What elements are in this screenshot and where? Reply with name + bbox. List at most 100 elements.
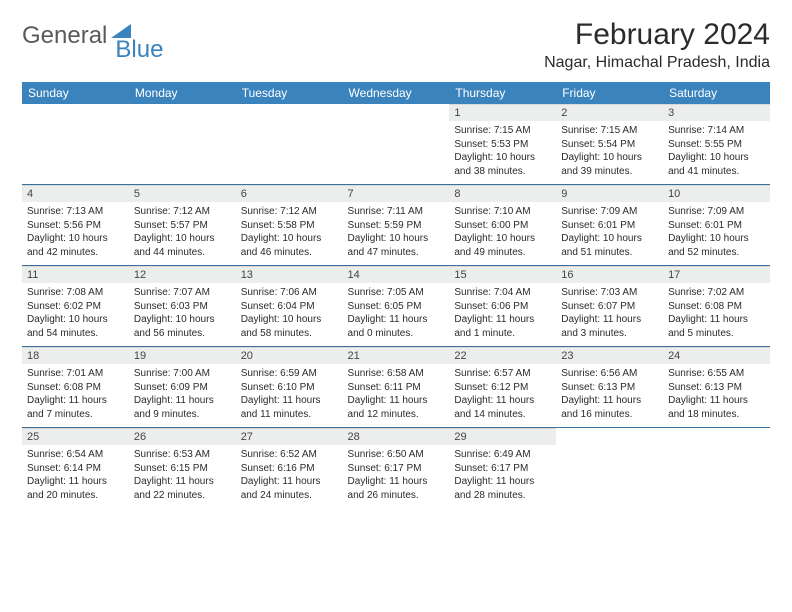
location-subtitle: Nagar, Himachal Pradesh, India — [544, 54, 770, 72]
calendar-cell: 1Sunrise: 7:15 AMSunset: 5:53 PMDaylight… — [449, 104, 556, 185]
calendar-cell: 25Sunrise: 6:54 AMSunset: 6:14 PMDayligh… — [22, 428, 129, 509]
calendar-cell: 15Sunrise: 7:04 AMSunset: 6:06 PMDayligh… — [449, 266, 556, 347]
day-details: Sunrise: 7:13 AMSunset: 5:56 PMDaylight:… — [22, 202, 129, 265]
day-number: 13 — [236, 266, 343, 283]
calendar-cell: 28Sunrise: 6:50 AMSunset: 6:17 PMDayligh… — [343, 428, 450, 509]
day-details: Sunrise: 7:09 AMSunset: 6:01 PMDaylight:… — [556, 202, 663, 265]
calendar-cell: 26Sunrise: 6:53 AMSunset: 6:15 PMDayligh… — [129, 428, 236, 509]
calendar-cell: 16Sunrise: 7:03 AMSunset: 6:07 PMDayligh… — [556, 266, 663, 347]
calendar-cell: 12Sunrise: 7:07 AMSunset: 6:03 PMDayligh… — [129, 266, 236, 347]
calendar-cell: 20Sunrise: 6:59 AMSunset: 6:10 PMDayligh… — [236, 347, 343, 428]
day-details: Sunrise: 7:09 AMSunset: 6:01 PMDaylight:… — [663, 202, 770, 265]
day-details: Sunrise: 6:59 AMSunset: 6:10 PMDaylight:… — [236, 364, 343, 427]
calendar-cell — [22, 104, 129, 185]
day-number: 9 — [556, 185, 663, 202]
day-details: Sunrise: 6:53 AMSunset: 6:15 PMDaylight:… — [129, 445, 236, 508]
calendar-cell: 21Sunrise: 6:58 AMSunset: 6:11 PMDayligh… — [343, 347, 450, 428]
calendar-cell — [556, 428, 663, 509]
calendar-week-row: 1Sunrise: 7:15 AMSunset: 5:53 PMDaylight… — [22, 104, 770, 185]
calendar-table: Sunday Monday Tuesday Wednesday Thursday… — [22, 82, 770, 508]
calendar-cell: 3Sunrise: 7:14 AMSunset: 5:55 PMDaylight… — [663, 104, 770, 185]
calendar-cell: 6Sunrise: 7:12 AMSunset: 5:58 PMDaylight… — [236, 185, 343, 266]
day-details: Sunrise: 7:04 AMSunset: 6:06 PMDaylight:… — [449, 283, 556, 346]
day-details: Sunrise: 7:10 AMSunset: 6:00 PMDaylight:… — [449, 202, 556, 265]
day-details: Sunrise: 6:49 AMSunset: 6:17 PMDaylight:… — [449, 445, 556, 508]
calendar-cell: 2Sunrise: 7:15 AMSunset: 5:54 PMDaylight… — [556, 104, 663, 185]
day-details: Sunrise: 7:06 AMSunset: 6:04 PMDaylight:… — [236, 283, 343, 346]
day-details: Sunrise: 7:12 AMSunset: 5:58 PMDaylight:… — [236, 202, 343, 265]
day-details: Sunrise: 7:07 AMSunset: 6:03 PMDaylight:… — [129, 283, 236, 346]
calendar-cell: 11Sunrise: 7:08 AMSunset: 6:02 PMDayligh… — [22, 266, 129, 347]
day-details: Sunrise: 6:57 AMSunset: 6:12 PMDaylight:… — [449, 364, 556, 427]
day-details: Sunrise: 6:54 AMSunset: 6:14 PMDaylight:… — [22, 445, 129, 508]
calendar-cell: 17Sunrise: 7:02 AMSunset: 6:08 PMDayligh… — [663, 266, 770, 347]
day-number: 18 — [22, 347, 129, 364]
day-details: Sunrise: 7:03 AMSunset: 6:07 PMDaylight:… — [556, 283, 663, 346]
day-details: Sunrise: 6:50 AMSunset: 6:17 PMDaylight:… — [343, 445, 450, 508]
day-details: Sunrise: 7:12 AMSunset: 5:57 PMDaylight:… — [129, 202, 236, 265]
calendar-week-row: 25Sunrise: 6:54 AMSunset: 6:14 PMDayligh… — [22, 428, 770, 509]
logo-text-general: General — [22, 22, 107, 50]
calendar-cell — [343, 104, 450, 185]
calendar-cell: 27Sunrise: 6:52 AMSunset: 6:16 PMDayligh… — [236, 428, 343, 509]
day-details: Sunrise: 6:56 AMSunset: 6:13 PMDaylight:… — [556, 364, 663, 427]
day-number: 6 — [236, 185, 343, 202]
day-number: 3 — [663, 104, 770, 121]
calendar-cell: 29Sunrise: 6:49 AMSunset: 6:17 PMDayligh… — [449, 428, 556, 509]
day-number: 17 — [663, 266, 770, 283]
title-block: February 2024 Nagar, Himachal Pradesh, I… — [544, 18, 770, 72]
calendar-week-row: 4Sunrise: 7:13 AMSunset: 5:56 PMDaylight… — [22, 185, 770, 266]
calendar-cell: 14Sunrise: 7:05 AMSunset: 6:05 PMDayligh… — [343, 266, 450, 347]
day-number: 16 — [556, 266, 663, 283]
weekday-header: Saturday — [663, 82, 770, 104]
calendar-cell: 13Sunrise: 7:06 AMSunset: 6:04 PMDayligh… — [236, 266, 343, 347]
day-number: 14 — [343, 266, 450, 283]
day-number: 26 — [129, 428, 236, 445]
day-details: Sunrise: 7:15 AMSunset: 5:53 PMDaylight:… — [449, 121, 556, 184]
day-number: 15 — [449, 266, 556, 283]
day-number: 12 — [129, 266, 236, 283]
calendar-cell: 9Sunrise: 7:09 AMSunset: 6:01 PMDaylight… — [556, 185, 663, 266]
calendar-cell: 7Sunrise: 7:11 AMSunset: 5:59 PMDaylight… — [343, 185, 450, 266]
day-number: 8 — [449, 185, 556, 202]
day-details: Sunrise: 7:01 AMSunset: 6:08 PMDaylight:… — [22, 364, 129, 427]
calendar-cell: 24Sunrise: 6:55 AMSunset: 6:13 PMDayligh… — [663, 347, 770, 428]
day-number: 4 — [22, 185, 129, 202]
weekday-header: Monday — [129, 82, 236, 104]
day-details: Sunrise: 7:08 AMSunset: 6:02 PMDaylight:… — [22, 283, 129, 346]
calendar-cell — [663, 428, 770, 509]
calendar-cell: 8Sunrise: 7:10 AMSunset: 6:00 PMDaylight… — [449, 185, 556, 266]
weekday-header-row: Sunday Monday Tuesday Wednesday Thursday… — [22, 82, 770, 104]
day-number: 7 — [343, 185, 450, 202]
day-details: Sunrise: 7:00 AMSunset: 6:09 PMDaylight:… — [129, 364, 236, 427]
page-title: February 2024 — [544, 18, 770, 52]
day-number: 22 — [449, 347, 556, 364]
day-details: Sunrise: 7:02 AMSunset: 6:08 PMDaylight:… — [663, 283, 770, 346]
day-number: 20 — [236, 347, 343, 364]
day-number: 27 — [236, 428, 343, 445]
calendar-cell: 23Sunrise: 6:56 AMSunset: 6:13 PMDayligh… — [556, 347, 663, 428]
day-number: 24 — [663, 347, 770, 364]
calendar-cell: 5Sunrise: 7:12 AMSunset: 5:57 PMDaylight… — [129, 185, 236, 266]
calendar-cell: 10Sunrise: 7:09 AMSunset: 6:01 PMDayligh… — [663, 185, 770, 266]
day-number: 10 — [663, 185, 770, 202]
day-number: 21 — [343, 347, 450, 364]
day-details: Sunrise: 7:05 AMSunset: 6:05 PMDaylight:… — [343, 283, 450, 346]
day-number: 11 — [22, 266, 129, 283]
day-details: Sunrise: 7:11 AMSunset: 5:59 PMDaylight:… — [343, 202, 450, 265]
day-details: Sunrise: 6:55 AMSunset: 6:13 PMDaylight:… — [663, 364, 770, 427]
weekday-header: Wednesday — [343, 82, 450, 104]
logo-text-blue: Blue — [115, 36, 163, 64]
logo: General Blue — [22, 22, 163, 50]
calendar-cell — [236, 104, 343, 185]
weekday-header: Friday — [556, 82, 663, 104]
calendar-cell: 18Sunrise: 7:01 AMSunset: 6:08 PMDayligh… — [22, 347, 129, 428]
day-number: 2 — [556, 104, 663, 121]
calendar-cell: 22Sunrise: 6:57 AMSunset: 6:12 PMDayligh… — [449, 347, 556, 428]
calendar-cell: 4Sunrise: 7:13 AMSunset: 5:56 PMDaylight… — [22, 185, 129, 266]
day-number: 19 — [129, 347, 236, 364]
calendar-body: 1Sunrise: 7:15 AMSunset: 5:53 PMDaylight… — [22, 104, 770, 508]
day-number: 5 — [129, 185, 236, 202]
calendar-week-row: 11Sunrise: 7:08 AMSunset: 6:02 PMDayligh… — [22, 266, 770, 347]
weekday-header: Tuesday — [236, 82, 343, 104]
